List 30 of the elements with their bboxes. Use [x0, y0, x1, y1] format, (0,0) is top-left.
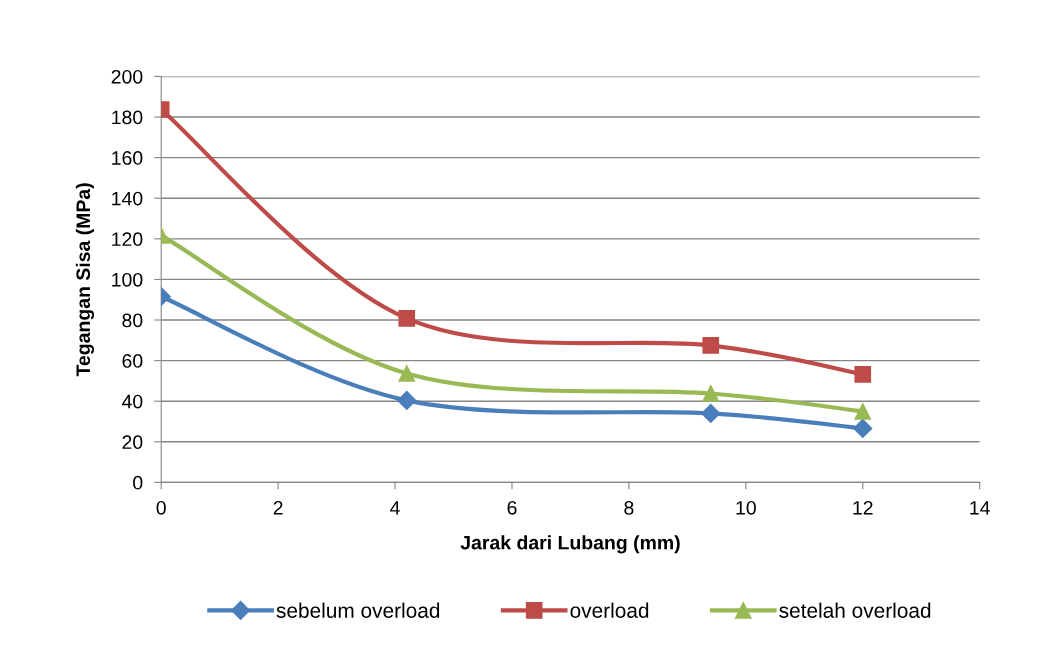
- point: [853, 418, 873, 438]
- x-tick-label: 14: [970, 501, 990, 515]
- y-tick-label: 180: [112, 110, 143, 125]
- x-tick-label: 12: [853, 500, 873, 515]
- y-tick-label: 100: [112, 272, 143, 287]
- legend-label: setelah overload: [779, 602, 931, 618]
- legend-label: sebelum overload: [276, 602, 440, 618]
- point: [701, 403, 721, 423]
- x-tick-label: 0: [156, 500, 166, 515]
- x-tick-label: 4: [390, 501, 400, 515]
- x-tick-label: 10: [736, 500, 756, 515]
- y-tick-label: 40: [121, 394, 143, 409]
- y-tick-label: 60: [122, 354, 143, 368]
- legend-label: overload: [570, 602, 649, 618]
- point: [854, 403, 872, 420]
- y-tick-label: 20: [122, 435, 143, 450]
- y-tick-label: 200: [111, 69, 143, 84]
- x-tick-label: 2: [273, 500, 283, 515]
- y-tick-label: 80: [122, 313, 143, 328]
- x-tick-label: 6: [507, 500, 517, 515]
- x-tick-label: 8: [624, 500, 634, 515]
- point: [702, 337, 720, 354]
- y-tick-label: 160: [112, 151, 143, 165]
- y-tick-label: 140: [112, 191, 143, 206]
- point: [702, 385, 720, 402]
- point: [854, 366, 872, 383]
- x-axis-title: Jarak dari Lubang (mm): [460, 535, 680, 554]
- y-axis-title: Tegangan Sisa (MPa): [75, 183, 95, 377]
- y-tick-label: 120: [112, 232, 143, 247]
- y-tick-label: 0: [133, 475, 143, 490]
